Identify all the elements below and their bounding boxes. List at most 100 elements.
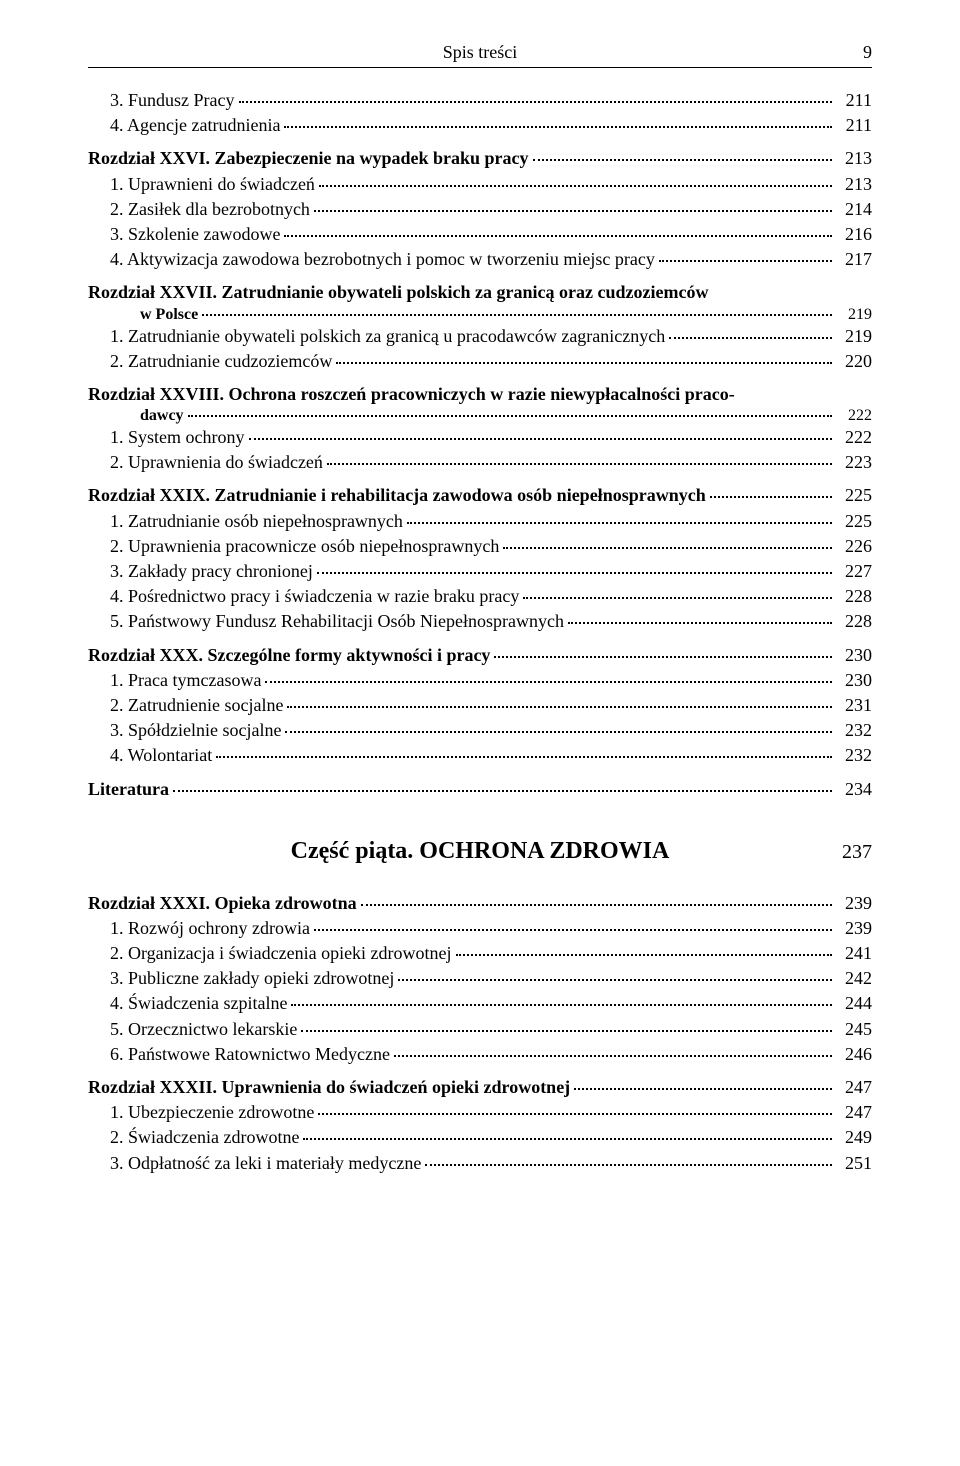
toc-label: 1. System ochrony — [110, 425, 245, 450]
dot-leader — [574, 1088, 832, 1090]
toc-page: 249 — [836, 1125, 872, 1150]
toc-label: Rozdział XXVII. Zatrudnianie obywateli p… — [88, 280, 708, 305]
part-title: Część piąta. OCHRONA ZDROWIA237 — [88, 838, 872, 865]
dot-leader — [291, 1004, 832, 1006]
toc-line: 1. Praca tymczasowa230 — [88, 668, 872, 693]
dot-leader — [173, 790, 832, 792]
toc-page: 231 — [836, 693, 872, 718]
toc-line: 2. Uprawnienia do świadczeń 223 — [88, 450, 872, 475]
toc-page: 223 — [836, 450, 872, 475]
toc-page: 246 — [836, 1042, 872, 1067]
toc-line: 2. Uprawnienia pracownicze osób niepełno… — [88, 534, 872, 559]
toc-line: 4. Aktywizacja zawodowa bezrobotnych i p… — [88, 247, 872, 272]
toc-line: Rozdział XXX. Szczególne formy aktywnośc… — [88, 643, 872, 668]
dot-leader — [659, 260, 832, 262]
dot-leader — [336, 362, 832, 364]
toc-label: 1. Uprawnieni do świadczeń — [110, 172, 315, 197]
toc-page: 220 — [836, 349, 872, 374]
dot-leader — [710, 496, 832, 498]
dot-leader — [669, 337, 832, 339]
toc-line: 6. Państwowe Ratownictwo Medyczne 246 — [88, 1042, 872, 1067]
toc-line: 1. Rozwój ochrony zdrowia239 — [88, 916, 872, 941]
dot-leader — [503, 547, 832, 549]
dot-leader — [314, 210, 832, 212]
toc-line: Literatura234 — [88, 777, 872, 802]
toc-page: 239 — [836, 916, 872, 941]
toc-label: Rozdział XXIX. Zatrudnianie i rehabilita… — [88, 483, 706, 508]
dot-leader — [318, 1113, 832, 1115]
spacer — [88, 272, 872, 280]
toc-label: 5. Państwowy Fundusz Rehabilitacji Osób … — [110, 609, 564, 634]
toc-line: 1. Ubezpieczenie zdrowotne247 — [88, 1100, 872, 1125]
toc-label: 2. Zatrudnienie socjalne — [110, 693, 283, 718]
spacer — [88, 769, 872, 777]
toc-line: 3. Publiczne zakłady opieki zdrowotnej24… — [88, 966, 872, 991]
toc-page: 214 — [836, 197, 872, 222]
running-head-spacer — [88, 42, 108, 63]
dot-leader — [317, 572, 832, 574]
toc-line: 4. Świadczenia szpitalne244 — [88, 991, 872, 1016]
dot-leader — [284, 235, 832, 237]
toc-page: 251 — [836, 1151, 872, 1176]
dot-leader — [327, 463, 832, 465]
toc-label: 3. Odpłatność za leki i materiały medycz… — [110, 1151, 421, 1176]
toc-line: 2. Świadczenia zdrowotne 249 — [88, 1125, 872, 1150]
toc-label: 2. Zasiłek dla bezrobotnych — [110, 197, 310, 222]
dot-leader — [303, 1138, 832, 1140]
dot-leader — [425, 1164, 832, 1166]
toc-body: 3. Fundusz Pracy2114. Agencje zatrudnien… — [88, 88, 872, 1176]
toc-entry-hanging: Rozdział XXVIII. Ochrona roszczeń pracow… — [88, 382, 872, 425]
toc-page: 232 — [836, 743, 872, 768]
toc-page: 225 — [836, 509, 872, 534]
spacer — [88, 635, 872, 643]
toc-page: 227 — [836, 559, 872, 584]
dot-leader — [456, 954, 832, 956]
toc-label: Rozdział XXXII. Uprawnienia do świadczeń… — [88, 1075, 570, 1100]
toc-page: 241 — [836, 941, 872, 966]
toc-page: 217 — [836, 247, 872, 272]
header-rule — [88, 67, 872, 68]
toc-label: 4. Aktywizacja zawodowa bezrobotnych i p… — [110, 247, 655, 272]
toc-page: 216 — [836, 222, 872, 247]
toc-line: 4. Agencje zatrudnienia211 — [88, 113, 872, 138]
toc-label: 4. Pośrednictwo pracy i świadczenia w ra… — [110, 584, 519, 609]
toc-label: 1. Zatrudnianie osób niepełnosprawnych — [110, 509, 403, 534]
spacer — [88, 1067, 872, 1075]
toc-line: 4. Pośrednictwo pracy i świadczenia w ra… — [88, 584, 872, 609]
dot-leader — [407, 522, 832, 524]
toc-page: 247 — [836, 1100, 872, 1125]
toc-line: 2. Zasiłek dla bezrobotnych 214 — [88, 197, 872, 222]
toc-page: 219 — [836, 306, 872, 324]
toc-page: 228 — [836, 609, 872, 634]
toc-page: 239 — [836, 891, 872, 916]
dot-leader — [533, 159, 833, 161]
spacer — [88, 374, 872, 382]
toc-page: 232 — [836, 718, 872, 743]
toc-line: 3. Odpłatność za leki i materiały medycz… — [88, 1151, 872, 1176]
dot-leader — [314, 929, 832, 931]
toc-page: 222 — [836, 425, 872, 450]
toc-line: 4. Wolontariat232 — [88, 743, 872, 768]
toc-page: 211 — [836, 113, 872, 138]
toc-label: Rozdział XXVI. Zabezpieczenie na wypadek… — [88, 146, 529, 171]
toc-label: 3. Szkolenie zawodowe — [110, 222, 280, 247]
toc-page: 211 — [836, 88, 872, 113]
toc-line: 1. Zatrudnianie obywateli polskich za gr… — [88, 324, 872, 349]
toc-label: 2. Uprawnienia do świadczeń — [110, 450, 323, 475]
toc-line: Rozdział XXVII. Zatrudnianie obywateli p… — [88, 280, 872, 305]
toc-page: 228 — [836, 584, 872, 609]
toc-line: Rozdział XXVIII. Ochrona roszczeń pracow… — [88, 382, 872, 407]
toc-line: 3. Fundusz Pracy211 — [88, 88, 872, 113]
toc-label: 6. Państwowe Ratownictwo Medyczne — [110, 1042, 390, 1067]
toc-label: 3. Zakłady pracy chronionej — [110, 559, 313, 584]
dot-leader — [239, 101, 833, 103]
toc-page: 225 — [836, 483, 872, 508]
dot-leader — [398, 979, 832, 981]
dot-leader — [287, 706, 832, 708]
dot-leader — [265, 681, 832, 683]
toc-line: 3. Spółdzielnie socjalne232 — [88, 718, 872, 743]
toc-label: Rozdział XXXI. Opieka zdrowotna — [88, 891, 357, 916]
part-title-page: 237 — [836, 841, 872, 864]
toc-page: 219 — [836, 324, 872, 349]
toc-label: 2. Świadczenia zdrowotne — [110, 1125, 299, 1150]
